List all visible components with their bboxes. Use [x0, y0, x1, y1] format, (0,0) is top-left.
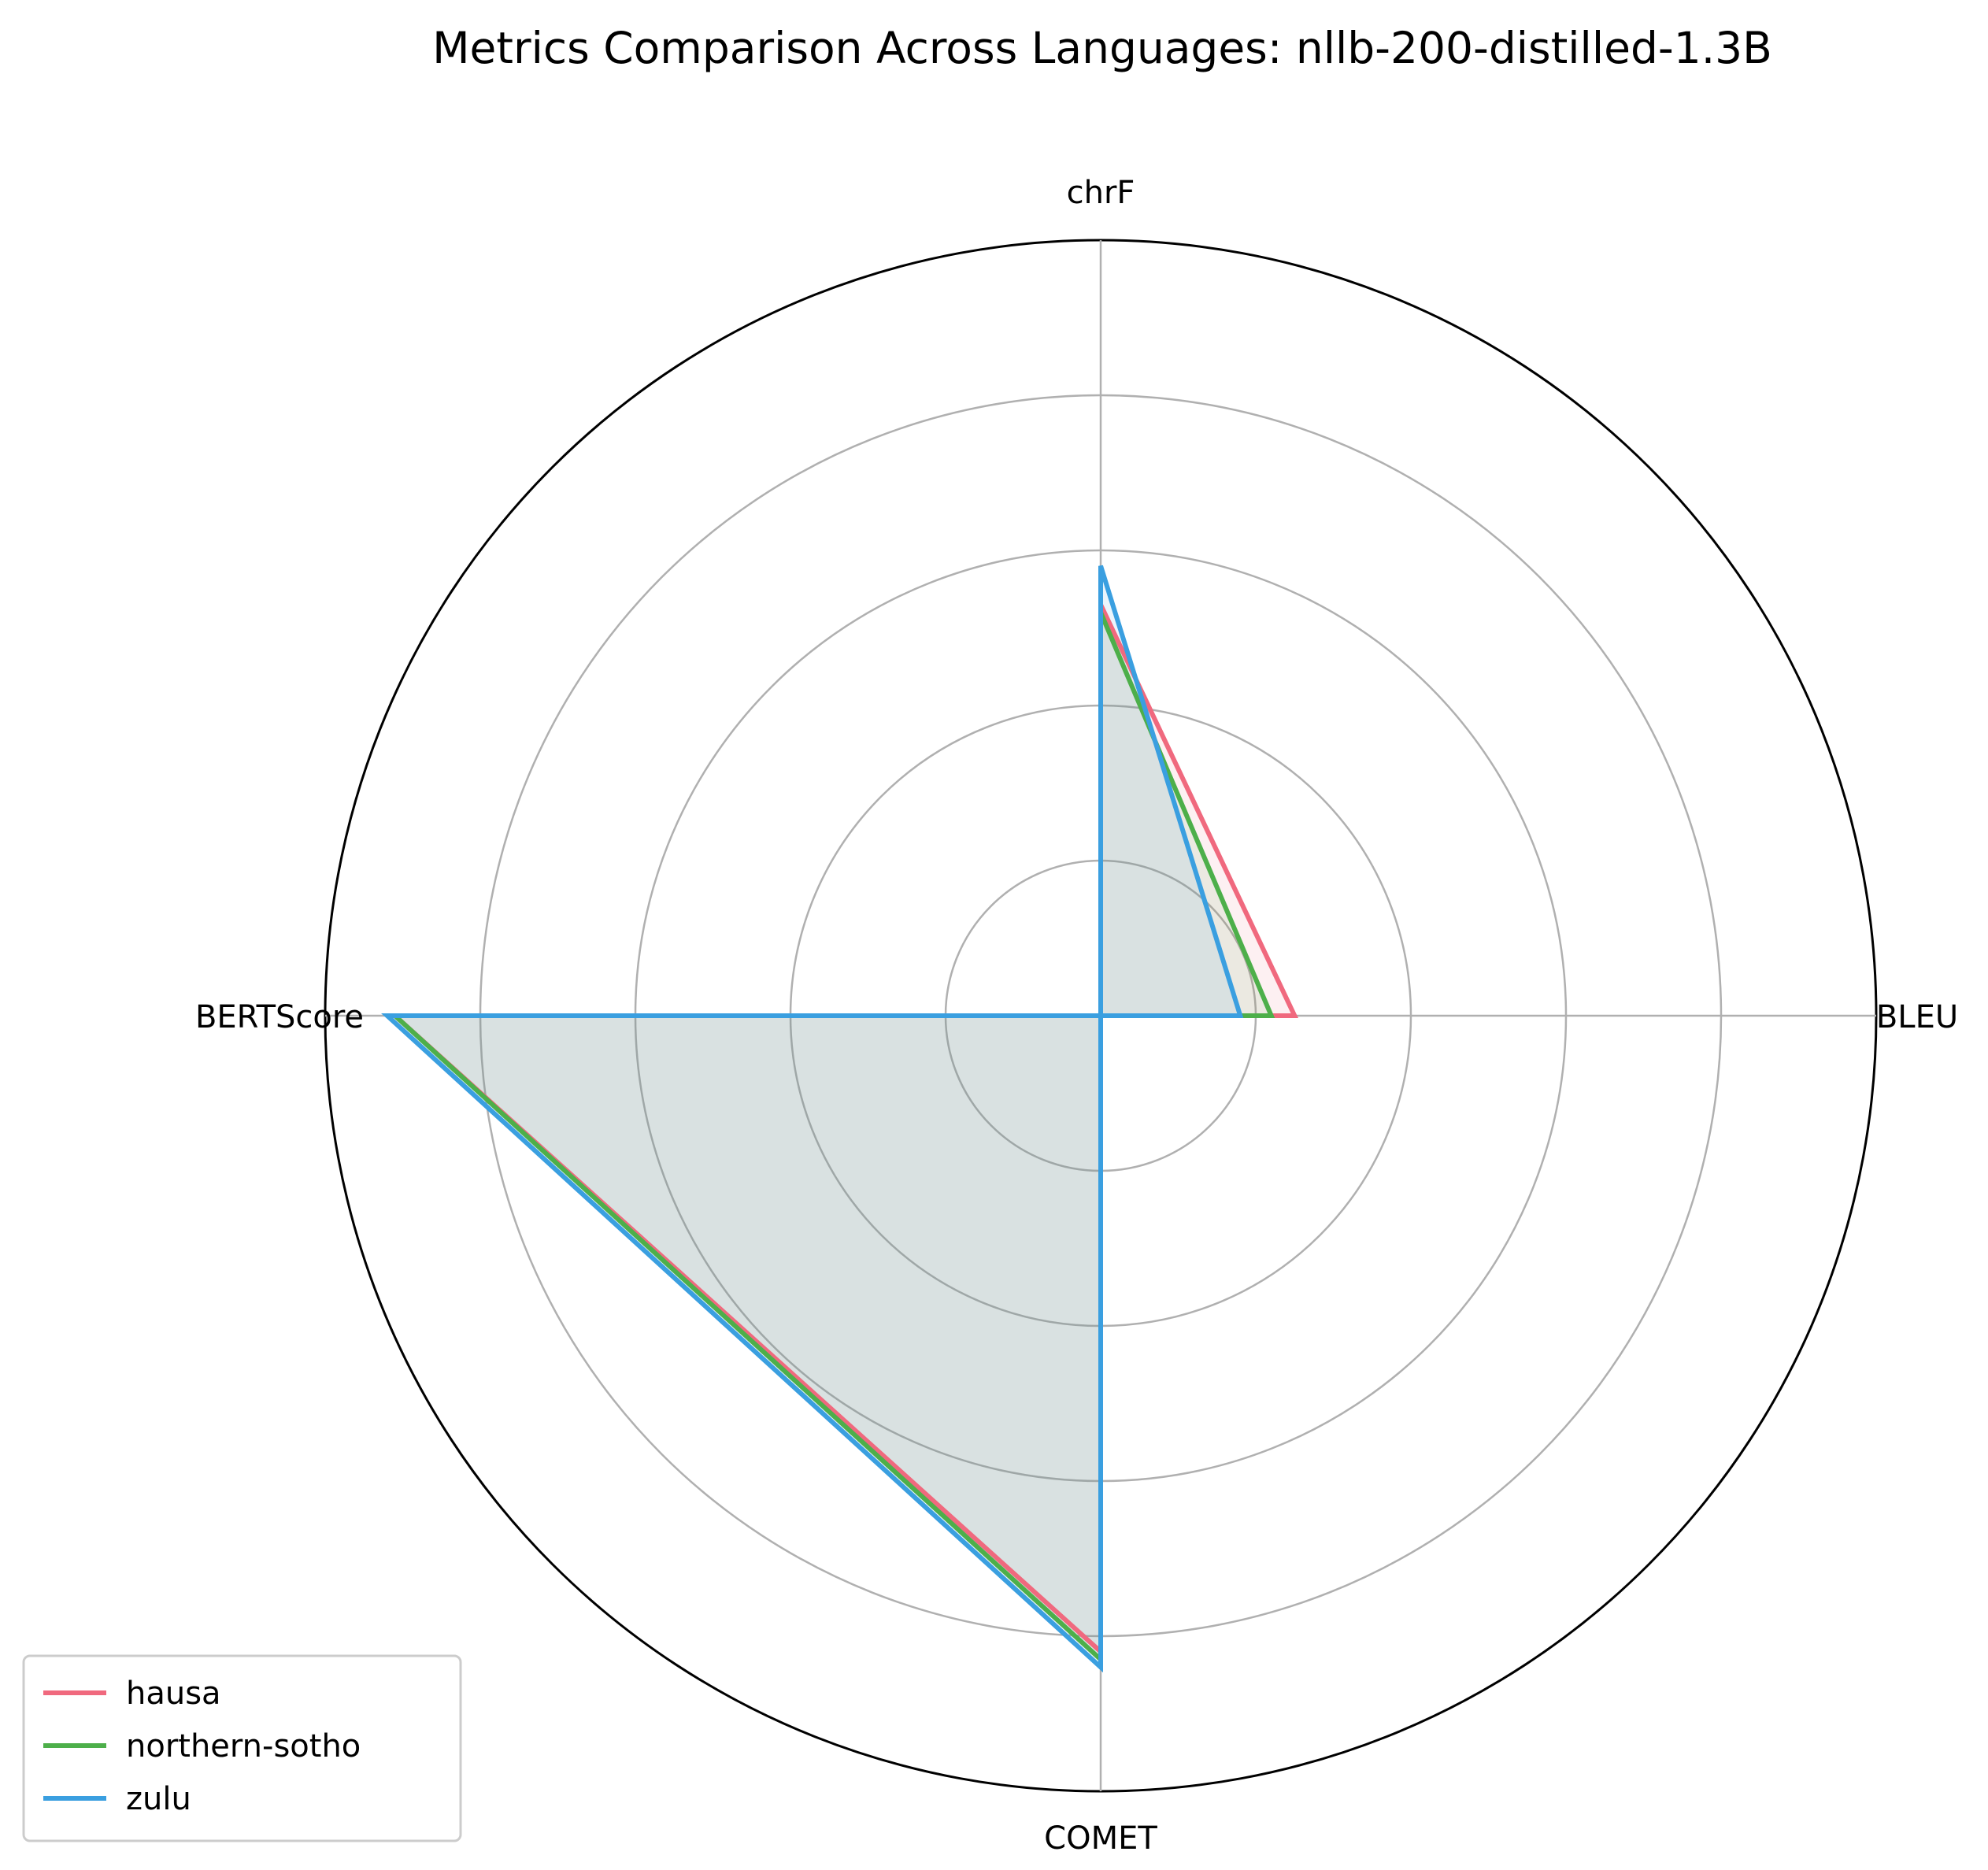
- series-group: [381, 565, 1299, 1673]
- legend-label-zulu: zulu: [126, 1781, 191, 1817]
- chart-title: Metrics Comparison Across Languages: nll…: [432, 23, 1772, 73]
- series-fill-hausa: [394, 604, 1295, 1652]
- axis-label-comet: COMET: [1044, 1820, 1157, 1857]
- legend-box: [22, 1654, 462, 1842]
- legend-label-northern-sotho: northern-sotho: [126, 1728, 361, 1764]
- axis-label-bleu: BLEU: [1876, 999, 1958, 1035]
- axis-labels: BLEU chrF COMET BERTScore: [195, 175, 1958, 1857]
- axis-label-chrf: chrF: [1067, 175, 1135, 211]
- series-line-zulu: [381, 565, 1244, 1673]
- series-fill-zulu: [387, 565, 1241, 1668]
- series-fill-northern-sotho: [394, 612, 1272, 1660]
- legend-label-hausa: hausa: [126, 1676, 221, 1712]
- legend: hausa northern-sotho zulu: [22, 1654, 462, 1842]
- axis-label-bertscore: BERTScore: [195, 999, 364, 1035]
